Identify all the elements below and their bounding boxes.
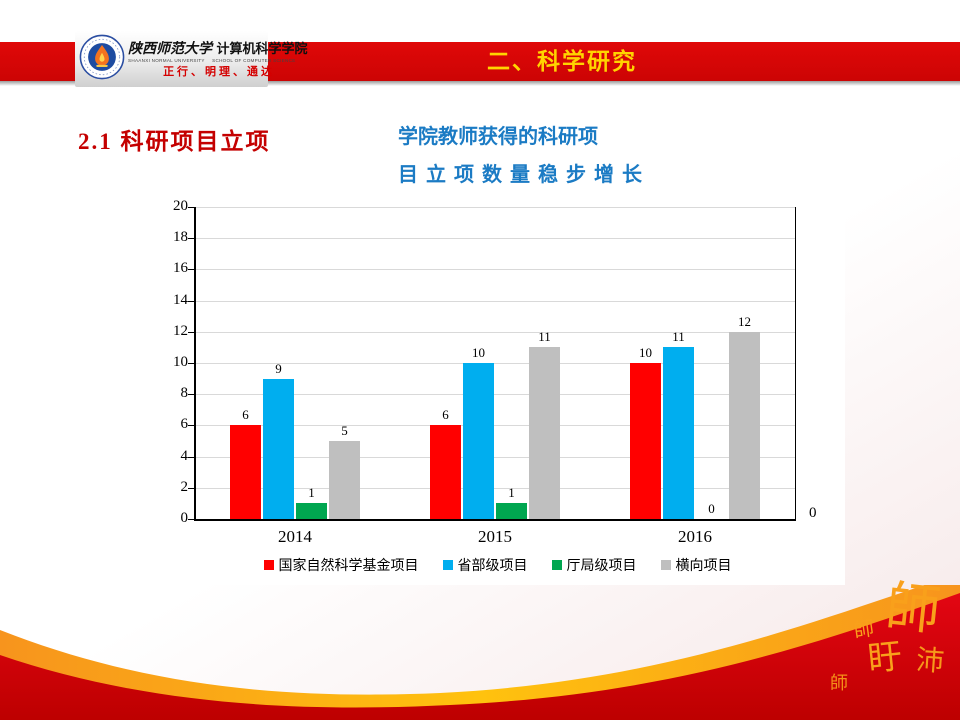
university-name: 陕西师范大学 xyxy=(128,41,212,57)
bar-value-label: 6 xyxy=(442,407,449,423)
chart-caption-line1: 学院教师获得的科研项 xyxy=(398,126,598,148)
y-axis-label: 16 xyxy=(173,260,188,277)
seal-calligraphy: 師師沛盱師 xyxy=(794,576,954,716)
legend-swatch-icon xyxy=(442,560,453,570)
red-wave-area xyxy=(0,593,960,720)
y-axis-tick xyxy=(188,394,194,396)
seal-calligraphy-glyph: 師 xyxy=(852,617,876,643)
y-axis-tick xyxy=(188,269,194,271)
seal-calligraphy-glyph: 師 xyxy=(830,673,848,693)
logo-english-line: SHAANXI NORMAL UNIVERSITY SCHOOL OF COMPU… xyxy=(128,57,296,64)
bar xyxy=(329,441,360,519)
bar-value-label: 5 xyxy=(341,423,348,438)
seal-calligraphy-glyph: 盱 xyxy=(866,638,904,679)
section-heading: 2.1 科研项目立项 xyxy=(78,129,271,154)
university-name-en: SHAANXI NORMAL UNIVERSITY xyxy=(128,57,205,64)
gridline xyxy=(195,207,795,208)
bar xyxy=(729,331,760,519)
y-axis-label: 14 xyxy=(173,291,188,308)
bar-value-label: 9 xyxy=(275,360,282,376)
bar xyxy=(263,378,294,519)
bar xyxy=(529,347,560,519)
bar-value-label: 11 xyxy=(672,329,685,345)
department-name-en: SCHOOL OF COMPUTER SCIENCE xyxy=(212,57,296,64)
gridline xyxy=(195,363,795,364)
legend-swatch-icon xyxy=(263,560,274,570)
chart-caption: 学院教师获得的科研项 目立项数量稳步增长 xyxy=(398,118,688,194)
bar-value-label: 10 xyxy=(472,345,485,360)
legend-item: 厅局级项目 xyxy=(551,555,637,575)
secondary-y-axis-line xyxy=(795,207,796,519)
y-axis-tick xyxy=(188,363,194,364)
legend-item: 横向项目 xyxy=(660,555,732,575)
y-axis-tick xyxy=(188,238,194,240)
bar xyxy=(230,425,261,519)
bar-value-label: 12 xyxy=(738,313,751,329)
y-axis-tick xyxy=(188,519,194,520)
bar-value-label: 1 xyxy=(508,485,515,501)
y-axis-tick xyxy=(188,425,194,427)
bar-value-label: 1 xyxy=(308,485,315,501)
x-axis-category-label: 2015 xyxy=(478,527,512,546)
secondary-axis-zero-label: 0 xyxy=(809,505,817,521)
gridline xyxy=(195,487,795,489)
x-axis-line xyxy=(194,519,796,521)
chart-legend: 国家自然科学基金项目 省部级项目 厅局级项目 横向项目 xyxy=(150,555,845,575)
gridline xyxy=(195,425,795,427)
y-axis-tick xyxy=(188,456,194,458)
y-axis-label: 4 xyxy=(180,447,189,464)
legend-label: 国家自然科学基金项目 xyxy=(278,557,419,573)
y-axis-label: 20 xyxy=(173,198,188,214)
bar xyxy=(296,503,327,519)
chart-caption-line2: 目立项数量稳步增长 xyxy=(398,164,650,186)
department-name: 计算机科学学院 xyxy=(216,40,308,56)
school-logo-text: 陕西师范大学 计算机科学学院 SHAANXI NORMAL UNIVERSITY… xyxy=(125,41,310,78)
school-motto: 正行、明理、通达 xyxy=(163,65,276,78)
bar xyxy=(430,425,461,519)
x-axis-category-label: 2016 xyxy=(678,527,712,546)
bar-value-label: 11 xyxy=(538,329,551,345)
y-axis-label: 2 xyxy=(180,478,189,495)
bar xyxy=(496,503,527,519)
bar-value-label: 10 xyxy=(639,345,652,360)
school-logo-panel: 陕西师范大学 计算机科学学院 SHAANXI NORMAL UNIVERSITY… xyxy=(75,31,307,87)
y-axis-tick xyxy=(188,331,194,333)
gridline xyxy=(195,300,795,302)
legend-item: 国家自然科学基金项目 xyxy=(263,555,419,575)
gridline xyxy=(195,269,795,271)
bar-value-label: 0 xyxy=(708,501,715,516)
y-axis-tick xyxy=(188,300,194,302)
legend-label: 厅局级项目 xyxy=(566,557,637,573)
gridline xyxy=(195,331,795,333)
y-axis-label: 8 xyxy=(180,385,189,402)
seal-calligraphy-glyph: 沛 xyxy=(914,645,946,678)
x-axis-category-label: 2014 xyxy=(278,527,312,546)
legend-label: 横向项目 xyxy=(675,557,732,573)
y-axis-tick xyxy=(188,487,194,489)
legend-swatch-icon xyxy=(551,560,562,570)
school-emblem-flame-icon xyxy=(79,34,125,85)
y-axis-label: 12 xyxy=(173,322,188,339)
legend-swatch-icon xyxy=(660,560,671,570)
bar xyxy=(630,363,661,519)
y-axis-label: 18 xyxy=(173,229,188,246)
bar-value-label: 6 xyxy=(242,407,249,423)
gridline xyxy=(195,238,795,240)
slide-section-title: 二、科学研究 xyxy=(487,49,637,74)
y-axis-line xyxy=(194,207,196,519)
y-axis-label: 0 xyxy=(180,510,189,526)
y-axis-label: 6 xyxy=(180,416,189,433)
legend-label: 省部级项目 xyxy=(457,557,528,573)
y-axis-label: 10 xyxy=(173,354,188,370)
legend-item: 省部级项目 xyxy=(442,555,528,575)
bar-chart: 0 2 4 6 8 10 12 14 16 18 20 2014 6 9 1 5 2015 6 10 1 11 2016 1… xyxy=(150,198,845,585)
bar xyxy=(463,363,494,519)
gridline xyxy=(195,394,795,396)
seal-calligraphy-glyph: 師 xyxy=(883,576,943,642)
y-axis-tick xyxy=(188,207,194,208)
gridline xyxy=(195,456,795,458)
bar xyxy=(663,347,694,519)
footer-wave-decoration xyxy=(0,585,960,720)
